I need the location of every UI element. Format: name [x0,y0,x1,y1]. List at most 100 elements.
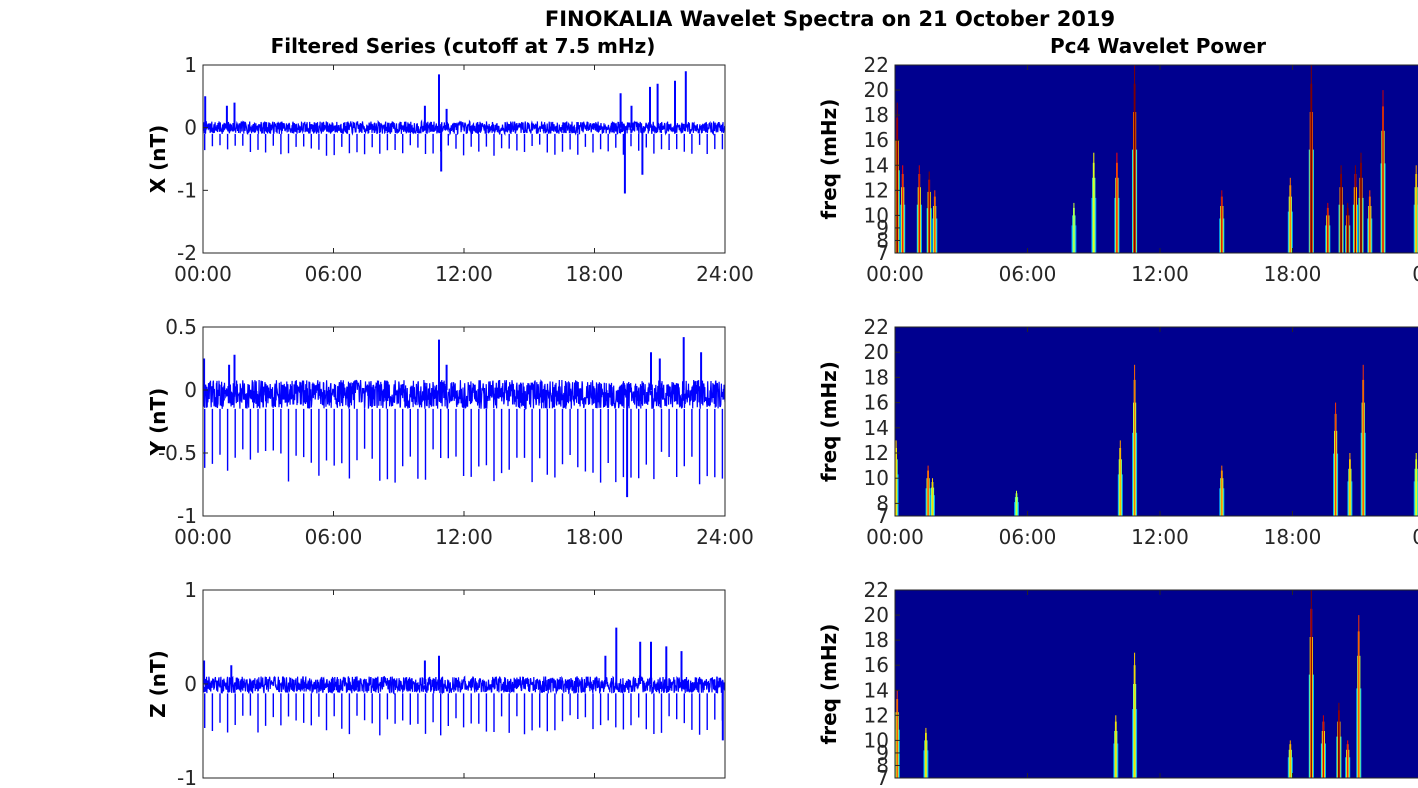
y-tick-label: 1 [184,578,197,602]
heatmap-background [895,590,1418,778]
x-tick-label: 00:00 [866,525,924,549]
series-line [203,379,725,410]
power-burst [925,727,927,778]
power-burst [1362,364,1364,516]
power-burst [927,465,929,516]
x-tick-label: 12:00 [435,262,493,286]
x-tick-label: 18:00 [1264,525,1322,549]
power-burst [1349,453,1351,516]
y-tick-label: 16 [864,653,889,677]
power-burst [1310,65,1312,253]
y-tick-label: 22 [864,53,889,77]
y-tick-label: 1 [184,53,197,77]
power-burst [928,171,930,253]
panel-1: -2 -1 0 1 00:00 06:00 12:00 18:00 24:00 X (nT) [146,53,754,286]
series-dips [204,693,724,736]
x-tick-label: 18:00 [566,262,624,286]
x-tick-label: 00 [1412,262,1418,286]
y-tick-label: 7 [876,504,889,528]
power-burst [1415,453,1417,516]
plot-area [895,65,1418,253]
series-line [203,119,725,136]
power-burst [896,690,898,778]
series-dips [204,408,724,485]
series-dips [204,133,724,156]
y-tick-label: 7 [876,241,889,265]
power-burst [1134,652,1136,778]
power-burst [1093,152,1095,253]
power-burst [1322,715,1324,778]
power-burst [1358,615,1360,778]
y-axis-label: Y (nT) [146,388,170,457]
power-burst [902,165,904,253]
power-burst [1119,440,1121,516]
y-tick-label: 8 [876,753,889,777]
y-tick-label: 18 [864,365,889,389]
panel-3: -1 0 1 Z (nT) [146,578,726,788]
x-tick-label: 18:00 [1264,262,1322,286]
y-tick-label: 8 [876,491,889,515]
y-tick-label: 22 [864,578,889,602]
x-tick-label: 00 [1412,525,1418,549]
power-burst [1016,490,1017,516]
power-burst [1289,177,1291,253]
series-line [203,675,725,695]
power-burst [1415,165,1417,253]
x-tick-label: 00:00 [866,262,924,286]
y-tick-label: 18 [864,103,889,127]
y-tick-label: 10 [864,466,889,490]
heatmap-background [895,327,1418,516]
power-burst [1369,190,1371,253]
series-spikes [203,337,703,498]
x-tick-label: 06:00 [305,525,363,549]
y-tick-label: 0 [184,672,197,696]
x-tick-label: 12:00 [1131,525,1189,549]
left-column-title: Filtered Series (cutoff at 7.5 mHz) [271,34,656,58]
x-tick-label: 24:00 [696,525,754,549]
y-tick-label: 16 [864,128,889,152]
y-tick-label: -0.5 [158,441,197,465]
power-burst [1116,152,1118,253]
y-tick-label: 22 [864,315,889,339]
x-tick-label: 00:00 [174,525,232,549]
heatmap-background [895,65,1418,253]
power-burst [1335,402,1337,516]
power-burst [1310,590,1312,778]
x-tick-label: 24:00 [696,262,754,286]
y-tick-label: 20 [864,603,889,627]
power-burst [1134,364,1136,516]
power-burst [1134,65,1136,253]
power-burst [1115,715,1117,778]
power-burst [1221,190,1223,253]
power-burst [1221,465,1223,516]
y-tick-label: 0 [184,378,197,402]
y-axis-label: freq (mHz) [817,624,841,745]
right-column-title: Pc4 Wavelet Power [1050,34,1266,58]
power-burst [1327,202,1329,253]
y-tick-label: 9 [876,216,889,240]
power-burst [1073,202,1075,253]
power-burst [918,165,920,253]
figure-suptitle: FINOKALIA Wavelet Spectra on 21 October … [545,7,1115,31]
power-burst [1340,165,1342,253]
y-tick-label: 14 [864,416,889,440]
y-tick-label: 18 [864,628,889,652]
y-tick-label: 0 [184,116,197,140]
x-tick-label: 06:00 [305,262,363,286]
plot-area [895,327,1418,516]
y-tick-label: 20 [864,78,889,102]
y-axis-label: freq (mHz) [817,99,841,220]
x-tick-label: 00:00 [174,262,232,286]
y-tick-label: 16 [864,391,889,415]
x-tick-label: 18:00 [566,525,624,549]
y-tick-label: 14 [864,153,889,177]
power-burst [1338,702,1340,778]
x-tick-label: 12:00 [435,525,493,549]
y-tick-label: 7 [876,766,889,788]
power-burst [896,102,898,253]
power-burst [1347,202,1349,253]
plot-area [203,65,725,253]
